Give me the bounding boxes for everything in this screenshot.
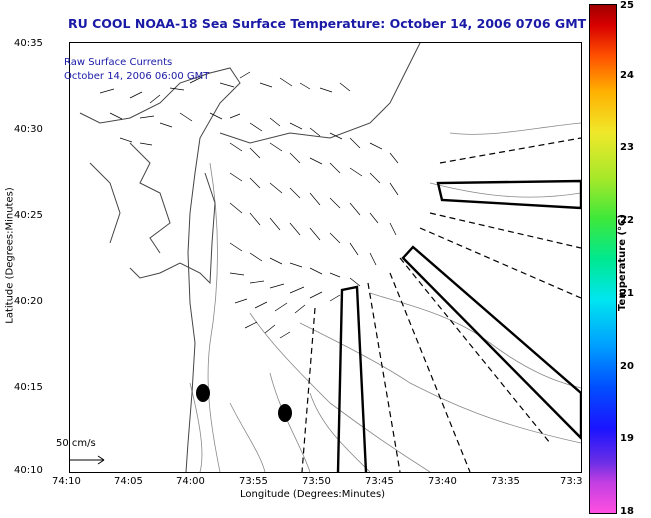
- x-tick-label: 74:05: [114, 476, 143, 487]
- x-tick-label: 73:40: [428, 476, 457, 487]
- x-tick-label: 74:10: [52, 476, 81, 487]
- radar-beams: [301, 137, 581, 472]
- temperature-colorbar: [589, 4, 617, 514]
- scale-arrow: [70, 455, 105, 465]
- y-tick-label: 40:25: [14, 210, 43, 221]
- bathymetry-contours: [189, 122, 581, 472]
- station-marker: [196, 384, 210, 402]
- colorbar-tick: 19: [620, 433, 634, 444]
- currents-legend: Raw Surface Currents October 14, 2006 06…: [64, 56, 209, 84]
- y-tick-label: 40:30: [14, 124, 43, 135]
- y-tick-label: 40:20: [14, 296, 43, 307]
- colorbar-tick: 24: [620, 70, 634, 81]
- x-tick-label: 73:50: [302, 476, 331, 487]
- y-tick-label: 40:15: [14, 382, 43, 393]
- x-tick-label: 73:35: [491, 476, 520, 487]
- legend-line-1: Raw Surface Currents: [64, 57, 173, 68]
- colorbar-tick: 25: [620, 0, 634, 11]
- y-tick-label: 40:35: [14, 38, 43, 49]
- colorbar-title: Temperature (°C): [616, 214, 628, 311]
- y-axis-title: Latitude (Degrees:Minutes): [4, 187, 16, 324]
- map-plot-area: [69, 42, 582, 473]
- y-tick-label: 40:10: [14, 465, 43, 476]
- legend-line-2: October 14, 2006 06:00 GMT: [64, 71, 210, 82]
- x-tick-label: 73:55: [239, 476, 268, 487]
- scale-label: 50 cm/s: [56, 438, 96, 449]
- transect-boxes: [336, 179, 581, 472]
- colorbar-tick: 21: [620, 288, 634, 299]
- coastline: [79, 43, 421, 472]
- map-title: RU COOL NOAA-18 Sea Surface Temperature:…: [68, 16, 587, 31]
- station-marker: [278, 404, 292, 422]
- map-canvas: [70, 43, 581, 472]
- colorbar-tick: 22: [620, 215, 634, 226]
- x-tick-label: 73:3: [560, 476, 583, 487]
- colorbar-tick: 23: [620, 142, 634, 153]
- current-vectors: [99, 71, 399, 339]
- x-tick-label: 73:45: [365, 476, 394, 487]
- x-tick-label: 74:00: [176, 476, 205, 487]
- colorbar-tick: 20: [620, 361, 634, 372]
- x-axis-title: Longitude (Degrees:Minutes): [240, 489, 386, 500]
- colorbar-tick: 18: [620, 506, 634, 517]
